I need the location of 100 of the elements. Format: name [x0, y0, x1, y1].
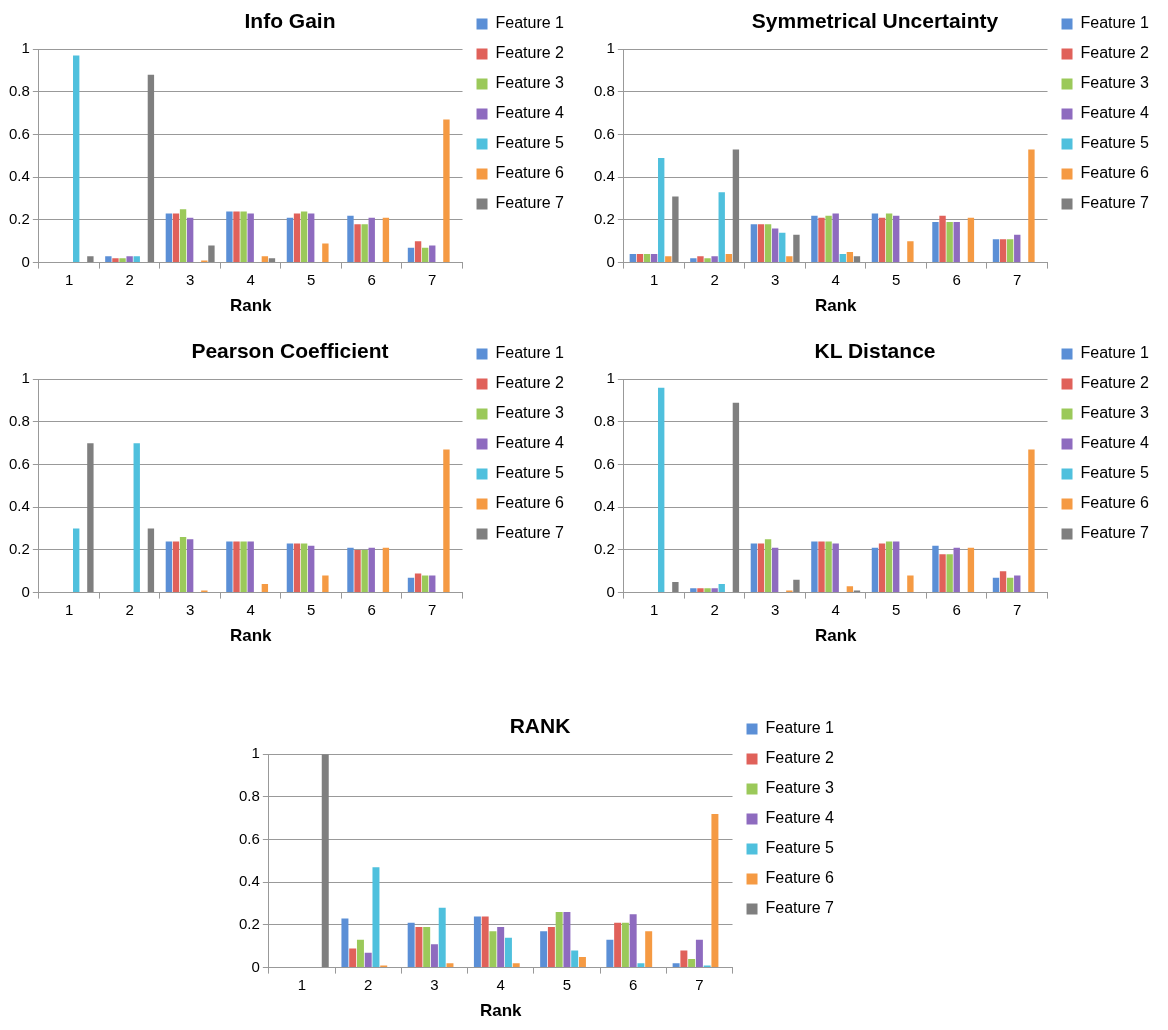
bar: [414, 573, 422, 593]
bar: [732, 402, 740, 593]
legend-label: Feature 5: [495, 464, 565, 482]
y-tick-label: 1: [606, 369, 615, 387]
bar: [893, 215, 900, 263]
bar: [414, 241, 422, 263]
bar: [407, 922, 415, 968]
chart-title: Info Gain: [244, 9, 336, 33]
bar: [73, 55, 80, 263]
bar: [322, 575, 329, 593]
bar: [226, 541, 233, 593]
bar: [614, 922, 622, 968]
bar: [147, 74, 155, 263]
chart-title: RANK: [509, 714, 571, 738]
bar: [757, 224, 765, 263]
bar: [179, 537, 187, 593]
y-tick-label: 1: [21, 39, 30, 57]
legend-label: Feature 7: [495, 194, 565, 212]
bar: [1006, 239, 1014, 263]
x-axis-title: Rank: [814, 626, 858, 646]
bar: [690, 588, 697, 593]
bar: [658, 387, 665, 593]
chart-title: Pearson Coefficient: [191, 339, 389, 363]
x-tick-label: 2: [710, 600, 719, 618]
y-tick-label: 0.4: [593, 497, 615, 515]
legend-label: Feature 2: [765, 749, 835, 767]
bar: [932, 222, 939, 263]
legend-label: Feature 6: [495, 494, 565, 512]
bar: [893, 541, 900, 593]
legend-label: Feature 6: [495, 164, 565, 182]
bar: [704, 588, 711, 593]
x-tick-label: 4: [831, 600, 840, 618]
bar: [1014, 575, 1021, 593]
legend-label: Feature 7: [1080, 194, 1150, 212]
bar: [878, 217, 886, 263]
legend-label: Feature 1: [1080, 344, 1150, 362]
y-tick-label: 0: [251, 957, 260, 975]
bar: [846, 586, 854, 593]
y-tick-label: 0: [606, 252, 615, 270]
bar: [504, 937, 512, 968]
legend-label: Feature 1: [495, 14, 565, 32]
legend-label: Feature 4: [1080, 434, 1150, 452]
bar: [690, 258, 697, 263]
bar: [407, 577, 415, 593]
bar: [764, 539, 772, 593]
bar: [430, 944, 438, 968]
bar: [489, 931, 497, 968]
legend-label: Feature 3: [1080, 404, 1150, 422]
bar: [793, 234, 800, 263]
bar: [347, 547, 354, 593]
x-tick-label: 5: [892, 600, 901, 618]
bar: [119, 258, 126, 263]
x-tick-label: 3: [770, 270, 780, 288]
y-tick-label: 0: [606, 582, 615, 600]
bar: [308, 213, 315, 263]
bar: [629, 254, 637, 263]
bar: [423, 927, 431, 968]
bar: [105, 256, 112, 263]
bar: [233, 541, 240, 593]
x-tick-label: 3: [770, 600, 780, 618]
x-tick-label: 7: [428, 600, 437, 618]
bar: [697, 256, 704, 263]
x-tick-label: 5: [307, 270, 316, 288]
legend-label: Feature 2: [495, 44, 565, 62]
bar: [133, 256, 140, 263]
x-tick-label: 1: [64, 600, 74, 618]
bar: [172, 541, 180, 593]
y-tick-label: 0.6: [238, 829, 260, 847]
bar: [999, 571, 1007, 593]
x-tick-label: 7: [428, 270, 437, 288]
bar: [172, 213, 180, 263]
bar: [286, 543, 294, 593]
legend-label: Feature 1: [495, 344, 565, 362]
bar: [421, 575, 429, 593]
bar: [967, 547, 975, 593]
bar: [87, 256, 94, 263]
bar: [240, 541, 247, 593]
bar: [750, 224, 758, 263]
legend-label: Feature 3: [495, 74, 565, 92]
x-tick-label: 2: [125, 600, 134, 618]
x-tick-label: 5: [892, 270, 901, 288]
bar: [750, 543, 758, 593]
x-tick-label: 6: [367, 270, 376, 288]
bar: [133, 443, 140, 593]
bar: [268, 258, 276, 263]
bar: [907, 575, 914, 593]
bar: [300, 211, 308, 263]
legend-label: Feature 3: [495, 404, 565, 422]
x-tick-label: 3: [185, 270, 195, 288]
bar: [308, 545, 315, 593]
bar: [818, 217, 825, 263]
x-tick-label: 2: [710, 270, 719, 288]
bar: [718, 192, 725, 263]
bar: [261, 584, 269, 593]
bar: [953, 222, 960, 263]
bar: [563, 912, 571, 968]
y-tick-label: 0.8: [593, 412, 615, 430]
legend-label: Feature 4: [765, 809, 835, 827]
bar: [629, 914, 637, 968]
x-tick-label: 3: [430, 975, 439, 993]
